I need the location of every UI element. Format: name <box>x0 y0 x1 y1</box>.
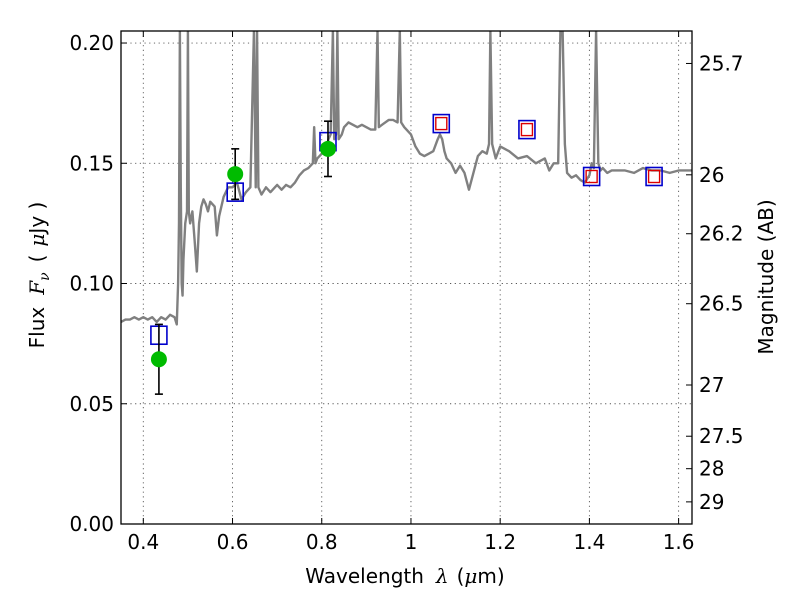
y-axis-label: FluxFν(μJy ) <box>25 202 53 349</box>
model-inner-box <box>647 169 661 184</box>
x-tick-label: 0.8 <box>306 530 338 554</box>
right-tick-label: 29 <box>699 490 724 514</box>
x-axis-label: Wavelength λ (μm) <box>305 564 504 588</box>
model-flux-box <box>645 166 663 187</box>
x-tick-label: 0.4 <box>127 530 159 554</box>
right-tick-label: 28 <box>699 457 724 481</box>
right-tick-label: 26.5 <box>699 292 744 316</box>
model-inner-box <box>435 116 448 131</box>
y-tick-label: 0.15 <box>69 151 114 175</box>
sed-curve <box>121 31 692 326</box>
x-tick-label: 1 <box>405 530 418 554</box>
observed-flux-point <box>150 351 167 368</box>
y-tick-label: 0.20 <box>69 31 114 55</box>
y-tick-label: 0.00 <box>69 512 114 536</box>
model-flux-box <box>582 166 601 187</box>
right-tick-label: 26.2 <box>699 222 744 246</box>
model-flux-box <box>432 113 451 134</box>
x-tick-label: 1.4 <box>573 530 605 554</box>
x-tick-label: 1.6 <box>663 530 695 554</box>
right-axis-label: Magnitude (AB) <box>754 199 778 354</box>
y-tick-label: 0.10 <box>69 272 114 296</box>
right-tick-label: 27.5 <box>699 424 744 448</box>
photometry-markers <box>150 113 663 395</box>
x-tick-label: 0.6 <box>217 530 249 554</box>
axis-ticks: 0.4 0.6 0.8 1 1.2 1.4 1.6 0.00 0.05 0.10 0.15 0.20 2… <box>69 31 744 554</box>
grid-lines <box>121 31 692 525</box>
sed-curve-group <box>121 31 692 326</box>
model-inner-box <box>585 169 598 184</box>
y-tick-label: 0.05 <box>69 392 114 416</box>
x-tick-label: 1.2 <box>484 530 516 554</box>
right-tick-label: 27 <box>699 373 724 397</box>
right-tick-label: 25.7 <box>699 51 744 75</box>
plot-frame <box>120 30 693 525</box>
model-inner-box <box>520 122 534 137</box>
model-flux-box <box>518 119 536 140</box>
right-tick-label: 26 <box>699 163 724 187</box>
observed-flux-point <box>319 140 336 157</box>
observed-flux-point <box>227 166 244 183</box>
